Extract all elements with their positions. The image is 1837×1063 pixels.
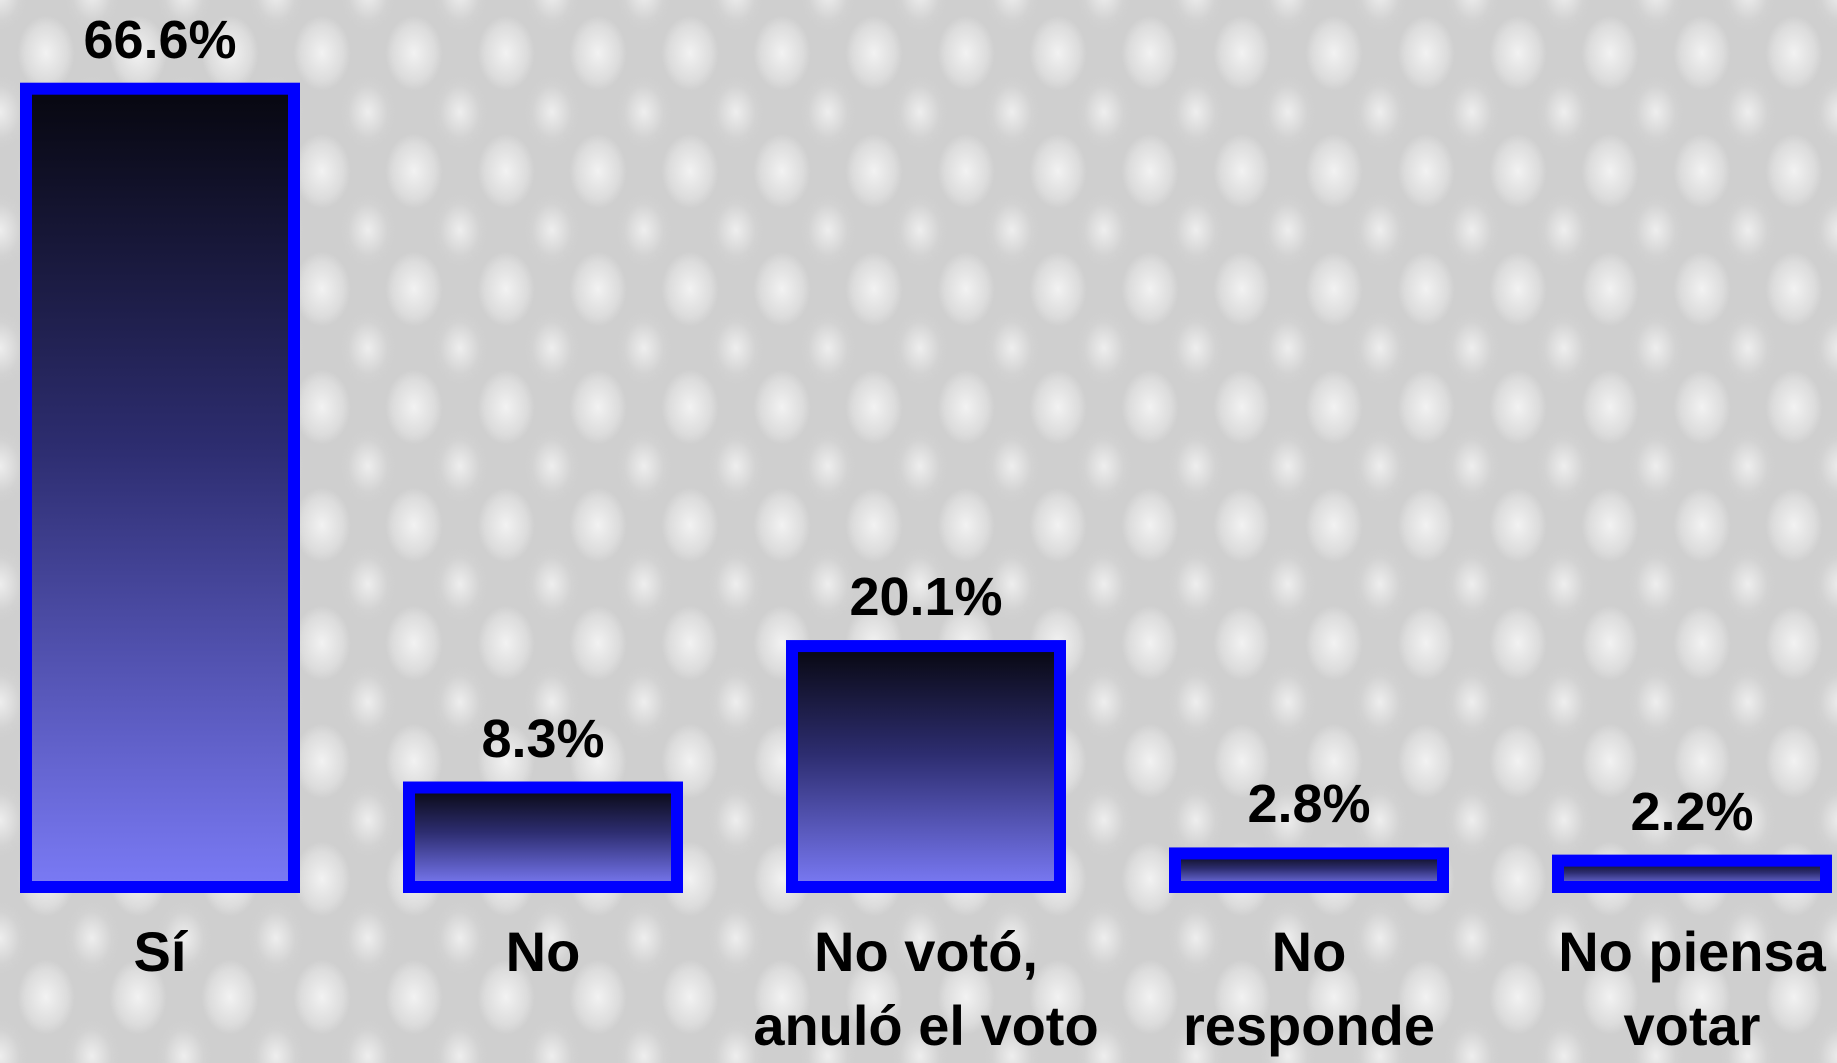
x-tick-label: No piensa votar (1558, 920, 1826, 1057)
x-tick-label: No votó, anuló el voto (753, 920, 1099, 1057)
x-tick-label: No (505, 920, 581, 983)
bar (1552, 854, 1832, 893)
bar (403, 781, 683, 893)
value-label: 66.6% (83, 9, 237, 70)
value-label: 20.1% (849, 567, 1003, 628)
bar (1169, 847, 1449, 894)
bar (20, 82, 300, 893)
value-label: 2.8% (1247, 774, 1371, 835)
bar (786, 640, 1066, 893)
x-tick-label: Sí (133, 920, 187, 983)
value-label: 8.3% (481, 708, 605, 769)
value-label: 2.2% (1630, 781, 1754, 842)
x-tick-label: No responde (1182, 920, 1436, 1057)
